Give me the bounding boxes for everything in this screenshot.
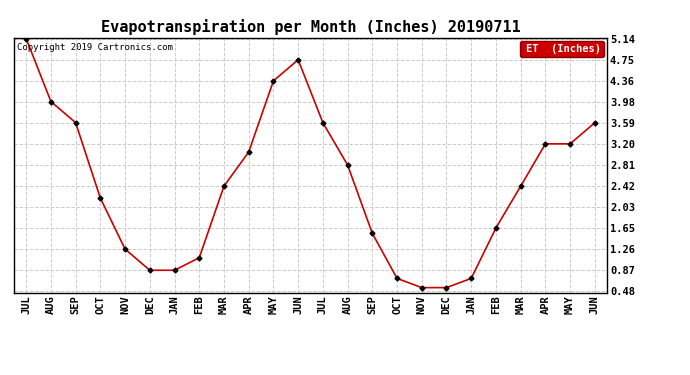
Title: Evapotranspiration per Month (Inches) 20190711: Evapotranspiration per Month (Inches) 20… bbox=[101, 19, 520, 35]
Legend: ET  (Inches): ET (Inches) bbox=[520, 40, 604, 57]
Text: Copyright 2019 Cartronics.com: Copyright 2019 Cartronics.com bbox=[17, 43, 172, 52]
